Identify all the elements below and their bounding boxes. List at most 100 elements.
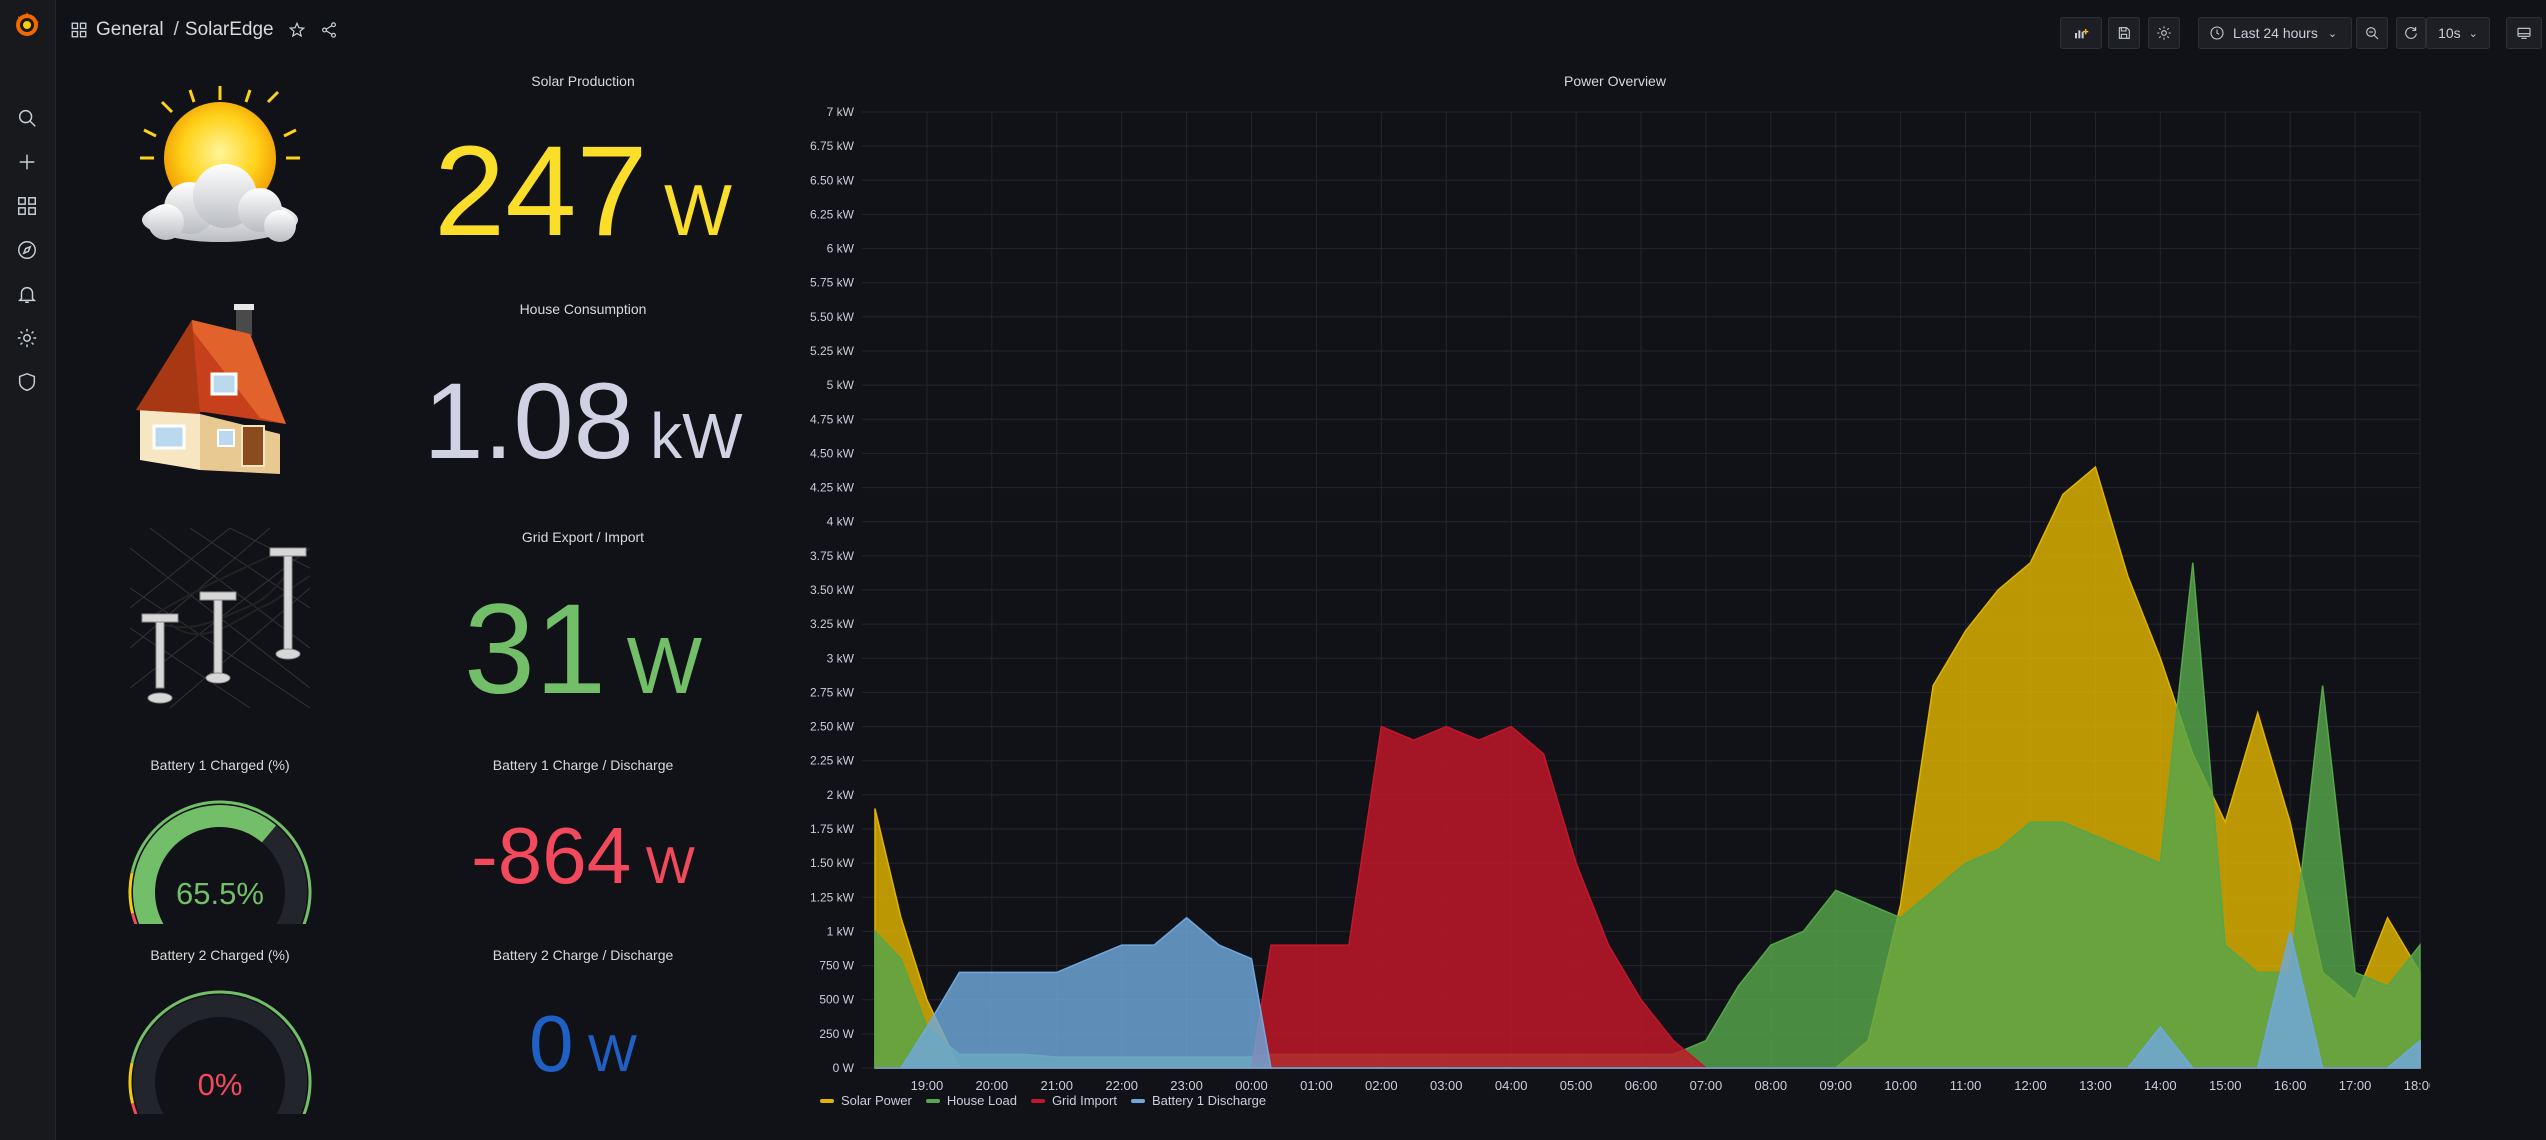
y-tick-label: 4.25 kW: [810, 481, 855, 495]
y-tick-label: 2.75 kW: [810, 685, 855, 699]
gauge-threshold-green: [130, 990, 312, 1114]
grafana-logo-icon[interactable]: [12, 10, 42, 40]
house-icon: [136, 304, 286, 474]
gauge-threshold-yellow: [128, 1062, 135, 1104]
battery2-charge-discharge-title: Battery 2 Charge / Discharge: [492, 947, 674, 963]
dashboard-settings-button[interactable]: [2148, 17, 2180, 49]
battery2-charged-title: Battery 2 Charged (%): [150, 947, 290, 963]
legend-label: House Load: [946, 1093, 1017, 1108]
y-tick-label: 6.75 kW: [810, 139, 855, 153]
gauge-track: [133, 995, 307, 1114]
x-tick-label: 13:00: [2079, 1078, 2112, 1090]
x-tick-label: 21:00: [1040, 1078, 1073, 1090]
breadcrumb-separator: /: [173, 19, 179, 40]
x-tick-label: 00:00: [1235, 1078, 1268, 1090]
house-consumption-unit: kW: [650, 400, 743, 472]
zoom-out-button[interactable]: [2356, 17, 2388, 49]
dashboards-icon: [70, 21, 88, 39]
plus-icon[interactable]: [13, 148, 41, 176]
x-tick-label: 15:00: [2209, 1078, 2242, 1090]
y-tick-label: 6.50 kW: [810, 173, 855, 187]
gauge-threshold-red: [131, 1102, 138, 1114]
legend-item[interactable]: Grid Import: [1030, 1093, 1117, 1108]
x-tick-label: 11:00: [1950, 1078, 1982, 1090]
grid-export-import-title: Grid Export / Import: [521, 529, 645, 545]
clock-icon: [2210, 26, 2224, 40]
breadcrumb-dashboard[interactable]: SolarEdge: [184, 19, 274, 40]
refresh-interval-label: 10s: [2438, 25, 2461, 41]
gear-icon[interactable]: [13, 324, 41, 352]
battery2-charged-value: 0%: [197, 1067, 243, 1102]
y-tick-label: 7 kW: [827, 105, 855, 119]
y-tick-label: 2 kW: [827, 788, 855, 802]
power-overview-chart: 0 W 250 W 500 W 750 W 1 kW 1.25 kW 1.50 kW 1.75…: [810, 105, 2430, 1090]
house-consumption-value: 1.08 kW: [383, 358, 783, 483]
x-tick-label: 09:00: [1819, 1078, 1852, 1090]
chart-legend: Solar Power House Load Grid Import Batte…: [820, 1093, 1280, 1108]
tv-mode-button[interactable]: [2506, 17, 2542, 49]
time-range-picker[interactable]: Last 24 hours ⌄: [2198, 17, 2352, 49]
x-tick-label: 23:00: [1170, 1078, 1203, 1090]
x-tick-label: 05:00: [1560, 1078, 1593, 1090]
battery2-charge-discharge-unit: W: [587, 1025, 638, 1083]
chevron-down-icon: ⌄: [2327, 27, 2338, 40]
battery2-charged-gauge: [128, 990, 312, 1114]
search-icon[interactable]: [13, 104, 41, 132]
y-tick-label: 4 kW: [827, 515, 855, 529]
y-tick-label: 3.50 kW: [810, 583, 855, 597]
legend-label: Grid Import: [1051, 1093, 1117, 1108]
battery1-charge-discharge-value: -864 W: [383, 810, 783, 902]
battery1-charged-title: Battery 1 Charged (%): [150, 757, 290, 773]
legend-swatch: [1130, 1098, 1145, 1103]
grid-export-import-unit: W: [626, 621, 703, 710]
gauge-threshold-green: [130, 800, 312, 924]
shield-icon[interactable]: [13, 368, 41, 396]
x-tick-label: 22:00: [1105, 1078, 1138, 1090]
sun-cloud-icon: [140, 86, 300, 242]
solar-production-number: 247: [434, 120, 648, 263]
legend-swatch: [925, 1098, 940, 1103]
y-tick-label: 5.25 kW: [810, 344, 855, 358]
gauge-fill: [133, 805, 277, 924]
add-panel-button[interactable]: [2060, 17, 2102, 49]
y-tick-label: 3.25 kW: [810, 617, 855, 631]
x-tick-label: 16:00: [2274, 1078, 2307, 1090]
battery2-charge-discharge-number: 0: [528, 999, 574, 1088]
y-tick-label: 2.50 kW: [810, 720, 855, 734]
x-tick-label: 06:00: [1625, 1078, 1658, 1090]
refresh-button[interactable]: [2396, 17, 2426, 49]
x-tick-label: 03:00: [1430, 1078, 1463, 1090]
x-tick-label: 01:00: [1300, 1078, 1333, 1090]
legend-item[interactable]: Battery 1 Discharge: [1130, 1093, 1266, 1108]
y-tick-label: 4.50 kW: [810, 446, 855, 460]
power-lines-icon: [130, 528, 310, 708]
explore-icon[interactable]: [13, 236, 41, 264]
gauge-threshold-yellow: [128, 872, 135, 914]
alert-bell-icon[interactable]: [13, 280, 41, 308]
x-tick-label: 07:00: [1690, 1078, 1723, 1090]
share-icon[interactable]: [320, 21, 338, 39]
refresh-interval-picker[interactable]: 10s ⌄: [2426, 17, 2490, 49]
breadcrumb-folder[interactable]: General: [96, 19, 164, 40]
star-icon[interactable]: [288, 21, 306, 39]
y-tick-label: 3 kW: [827, 651, 855, 665]
series-area-battery-1-discharge: [874, 916, 2421, 1069]
x-tick-label: 14:00: [2144, 1078, 2177, 1090]
save-dashboard-button[interactable]: [2108, 17, 2140, 49]
dashboards-icon[interactable]: [13, 192, 41, 220]
house-consumption-title: House Consumption: [519, 301, 647, 317]
y-tick-label: 750 W: [819, 959, 854, 973]
sidebar: [0, 0, 56, 1140]
legend-item[interactable]: House Load: [925, 1093, 1017, 1108]
top-navbar: General / SolarEdge Last 24 hours ⌄ 10s …: [56, 0, 2546, 64]
battery1-charge-discharge-unit: W: [645, 837, 695, 895]
legend-label: Solar Power: [841, 1093, 912, 1108]
y-tick-label: 4.75 kW: [810, 412, 855, 426]
x-tick-label: 18:00: [2404, 1078, 2430, 1090]
x-tick-label: 08:00: [1755, 1078, 1788, 1090]
y-tick-label: 500 W: [819, 993, 854, 1007]
y-tick-label: 2.25 kW: [810, 754, 855, 768]
x-tick-label: 19:00: [911, 1078, 944, 1090]
x-tick-label: 20:00: [976, 1078, 1009, 1090]
legend-item[interactable]: Solar Power: [820, 1093, 912, 1108]
